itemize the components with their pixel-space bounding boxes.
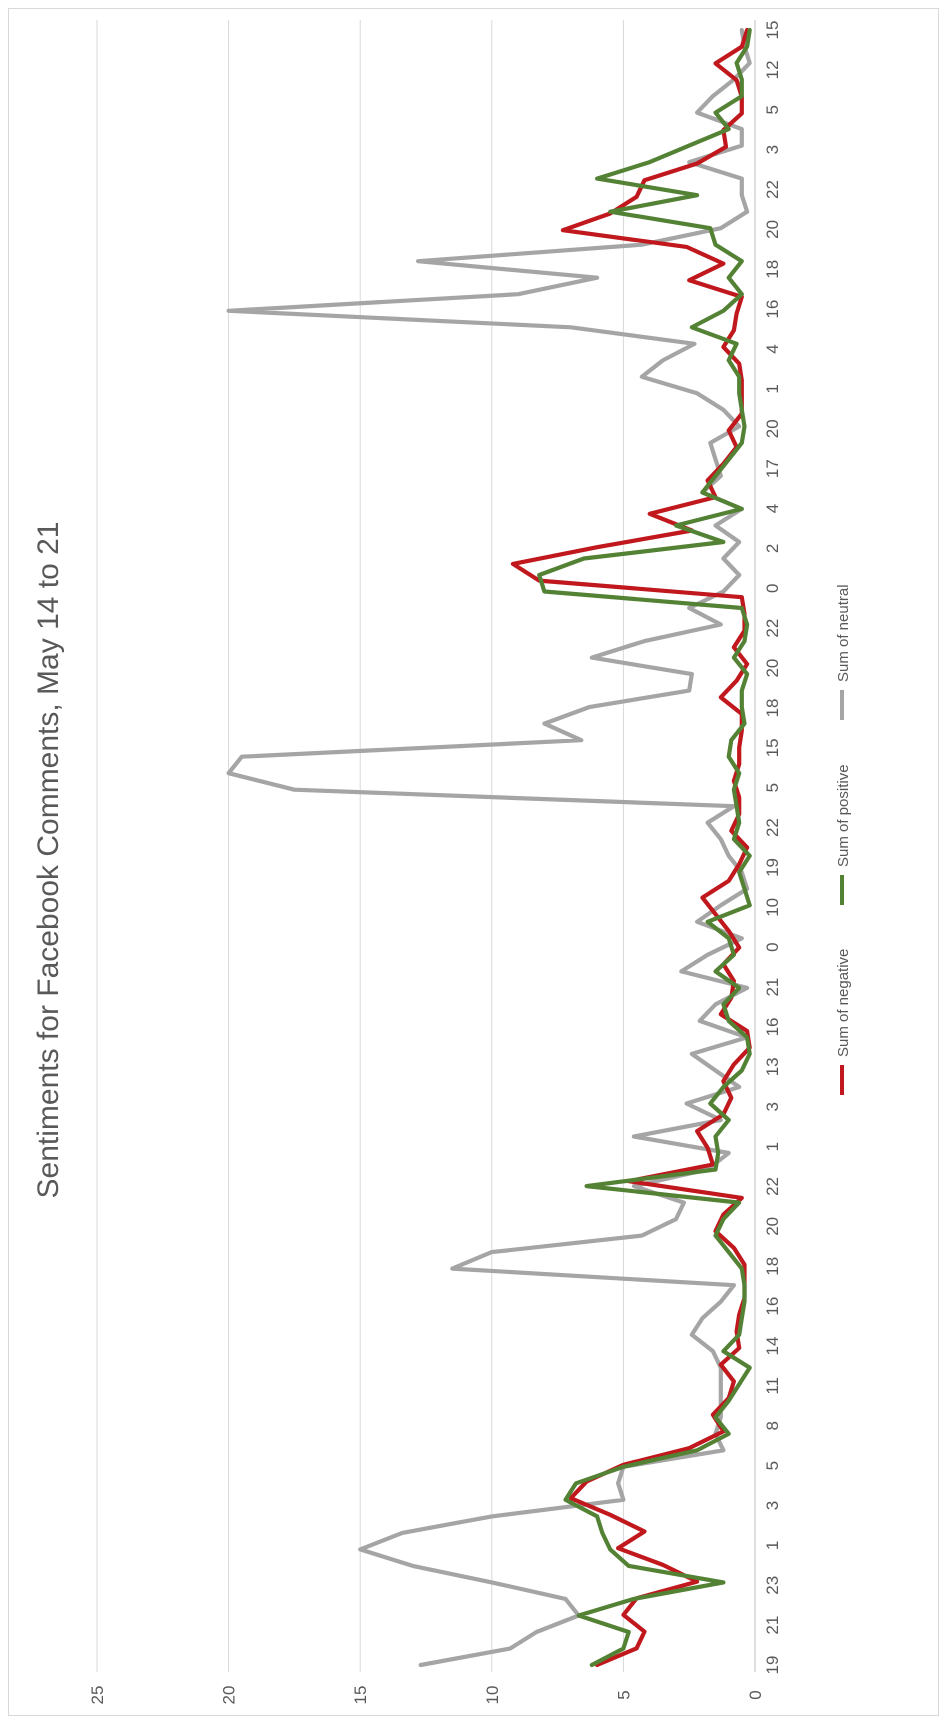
x-axis: 1921231358111416182022131316210101922515…: [763, 21, 782, 1675]
x-tick-label: 21: [763, 1616, 782, 1635]
x-tick-label: 22: [763, 180, 782, 199]
legend-item: Sum of positive: [835, 764, 852, 905]
x-tick-label: 22: [763, 1177, 782, 1196]
legend-label: Sum of neutral: [835, 584, 852, 682]
x-tick-label: 11: [763, 1377, 782, 1395]
x-tick-label: 13: [763, 1057, 782, 1076]
x-tick-label: 20: [763, 659, 782, 678]
legend-item: Sum of neutral: [835, 584, 852, 720]
x-tick-label: 14: [763, 1337, 782, 1356]
x-tick-label: 2: [763, 544, 782, 553]
series-line-sum-of-negative: [510, 27, 752, 1668]
y-tick-label: 10: [483, 1686, 502, 1705]
x-tick-label: 0: [763, 584, 782, 593]
y-tick-label: 0: [746, 1690, 765, 1699]
x-tick-label: 16: [763, 1297, 782, 1316]
x-tick-label: 5: [763, 1461, 782, 1470]
x-tick-label: 19: [763, 1656, 782, 1675]
gridlines: [96, 20, 756, 1672]
x-tick-label: 1: [763, 1541, 782, 1550]
x-tick-label: 1: [763, 384, 782, 393]
series-line-sum-of-neutral: [226, 27, 752, 1668]
x-tick-label: 1: [763, 1142, 782, 1151]
x-tick-label: 5: [763, 783, 782, 792]
legend-item: Sum of negative: [835, 949, 852, 1095]
x-tick-label: 22: [763, 619, 782, 638]
x-tick-label: 15: [763, 738, 782, 757]
x-tick-label: 21: [763, 978, 782, 997]
x-tick-label: 22: [763, 818, 782, 837]
series-lines: [226, 27, 752, 1668]
legend-label: Sum of positive: [835, 764, 852, 867]
x-tick-label: 18: [763, 698, 782, 717]
y-tick-label: 25: [88, 1686, 107, 1705]
x-tick-label: 8: [763, 1421, 782, 1430]
legend: Sum of negative Sum of positive Sum of neu…: [835, 584, 852, 1095]
x-tick-label: 20: [763, 419, 782, 438]
x-tick-label: 20: [763, 1217, 782, 1236]
x-tick-label: 15: [763, 21, 782, 40]
x-tick-label: 4: [763, 344, 782, 353]
x-tick-label: 3: [763, 1102, 782, 1111]
y-tick-label: 15: [351, 1686, 370, 1705]
x-tick-label: 18: [763, 1257, 782, 1276]
y-tick-label: 20: [220, 1686, 239, 1705]
x-tick-label: 18: [763, 260, 782, 279]
legend-label: Sum of negative: [835, 949, 852, 1057]
series-line-sum-of-positive: [537, 27, 752, 1668]
x-tick-label: 3: [763, 1501, 782, 1510]
x-tick-label: 23: [763, 1576, 782, 1595]
x-tick-label: 17: [763, 459, 782, 478]
x-tick-label: 16: [763, 1017, 782, 1036]
chart-frame: [8, 8, 939, 1716]
x-tick-label: 12: [763, 60, 782, 79]
y-axis: 0 5 10 15 20 25: [88, 1686, 765, 1705]
x-tick-label: 16: [763, 300, 782, 319]
x-tick-label: 10: [763, 898, 782, 917]
y-tick-label: 5: [614, 1690, 633, 1699]
x-tick-label: 5: [763, 105, 782, 114]
x-tick-label: 3: [763, 145, 782, 154]
chart-title: Sentiments for Facebook Comments, May 14…: [32, 522, 65, 1199]
x-tick-label: 20: [763, 220, 782, 239]
x-tick-label: 19: [763, 858, 782, 877]
x-tick-label: 4: [763, 504, 782, 513]
x-tick-label: 0: [763, 942, 782, 951]
